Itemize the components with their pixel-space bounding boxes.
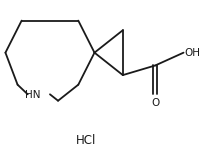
Text: OH: OH bbox=[185, 48, 201, 58]
Text: HN: HN bbox=[25, 90, 41, 100]
Text: O: O bbox=[151, 98, 159, 108]
Text: HCl: HCl bbox=[76, 134, 97, 147]
